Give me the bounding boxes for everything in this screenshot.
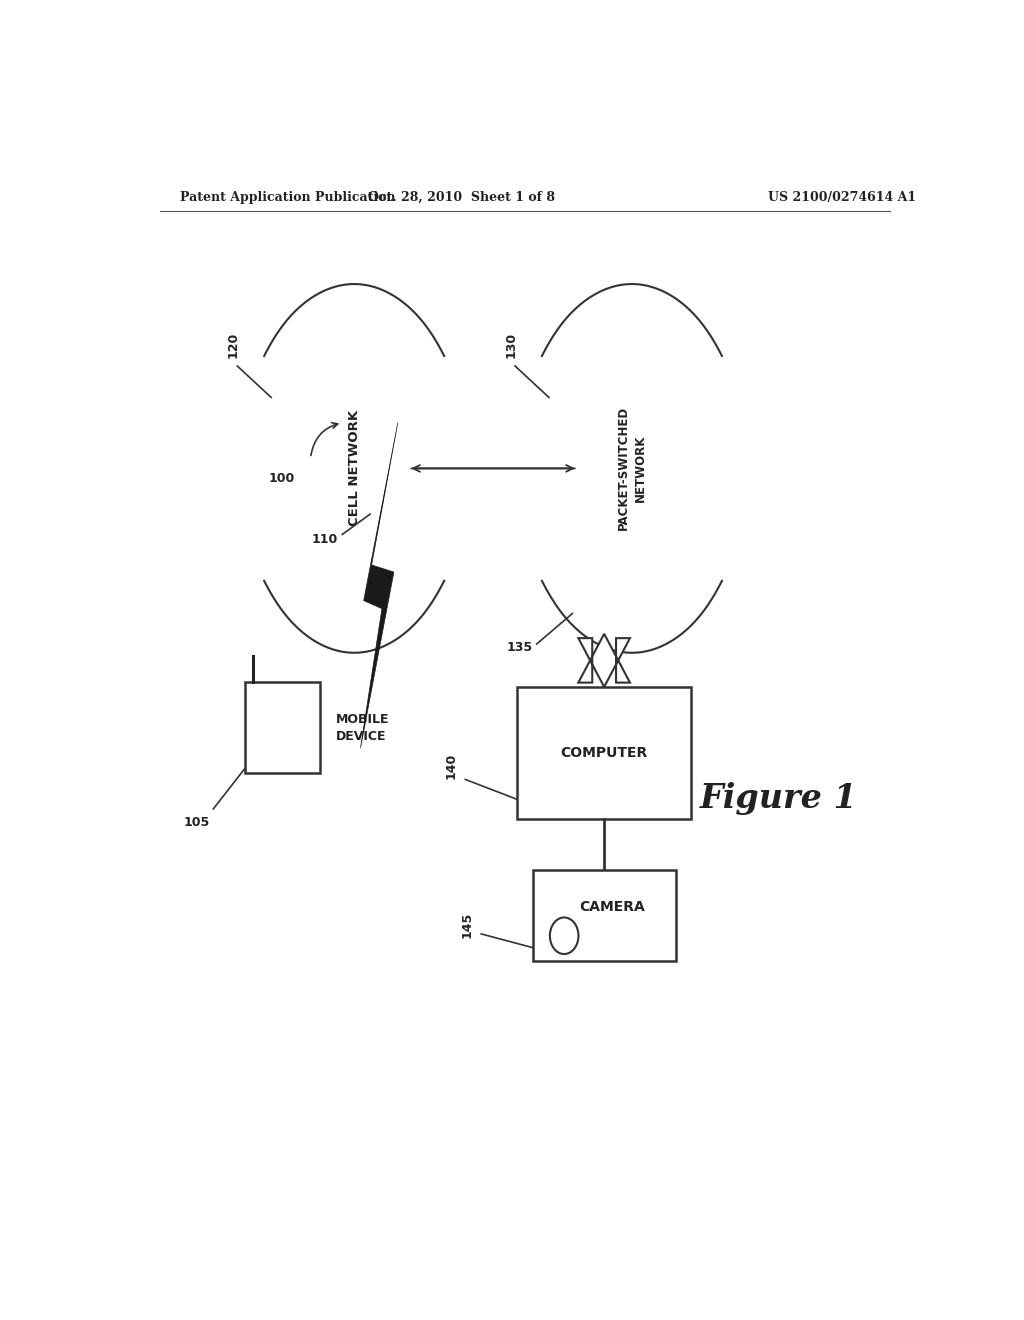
Bar <box>517 686 691 818</box>
Text: 130: 130 <box>505 333 518 358</box>
Text: US 2100/0274614 A1: US 2100/0274614 A1 <box>768 190 916 203</box>
Bar <box>532 870 676 961</box>
Text: 135: 135 <box>507 640 532 653</box>
Polygon shape <box>579 634 630 686</box>
FancyArrowPatch shape <box>311 422 338 455</box>
Text: Figure 1: Figure 1 <box>699 783 858 816</box>
Text: MOBILE
DEVICE: MOBILE DEVICE <box>336 713 390 743</box>
Text: 100: 100 <box>268 473 295 484</box>
Text: COMPUTER: COMPUTER <box>560 746 648 760</box>
Text: 145: 145 <box>460 912 473 939</box>
Text: 110: 110 <box>312 533 338 546</box>
Text: 140: 140 <box>444 754 458 779</box>
Text: Oct. 28, 2010  Sheet 1 of 8: Oct. 28, 2010 Sheet 1 of 8 <box>368 190 555 203</box>
Text: Patent Application Publication: Patent Application Publication <box>179 190 395 203</box>
Polygon shape <box>360 422 397 748</box>
Text: 120: 120 <box>227 331 240 358</box>
Text: 105: 105 <box>183 816 209 829</box>
Bar <box>245 682 321 774</box>
Text: PACKET-SWITCHED
NETWORK: PACKET-SWITCHED NETWORK <box>616 407 647 531</box>
Circle shape <box>550 917 579 954</box>
Text: CELL NETWORK: CELL NETWORK <box>348 411 360 527</box>
Text: CAMERA: CAMERA <box>580 900 645 915</box>
